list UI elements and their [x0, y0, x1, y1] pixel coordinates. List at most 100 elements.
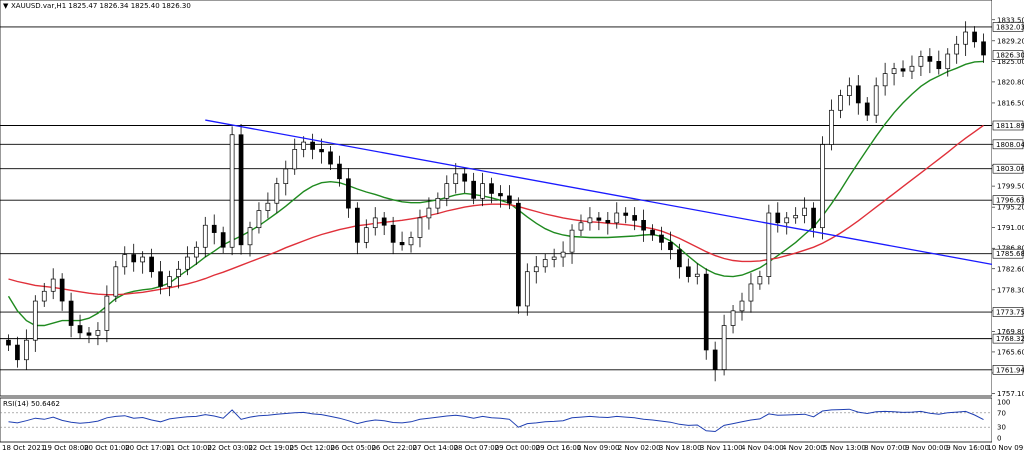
candle-body — [551, 256, 557, 260]
horizontal-levels-layer — [0, 26, 992, 371]
time-tick-label: 28 Oct 07:00 — [454, 444, 500, 452]
candle-body — [95, 330, 101, 336]
candles-layer — [6, 21, 986, 382]
price-tick-label: 1786.80 — [997, 245, 1024, 253]
candle-body — [363, 227, 369, 243]
candle-body — [694, 273, 700, 277]
candle-body — [775, 212, 781, 224]
candle-body — [569, 229, 575, 253]
time-tick-label: 21 Oct 10:00 — [166, 444, 212, 452]
candle-body — [32, 300, 38, 341]
candle-body — [542, 259, 548, 268]
candle-body — [274, 183, 280, 204]
candle-body — [77, 325, 83, 334]
candle-body — [426, 207, 432, 219]
current-price-label: 1826.30 — [996, 52, 1024, 60]
time-tick-label: 8 Nov 07:00 — [864, 444, 907, 452]
time-tick-label: 9 Nov 16:00 — [946, 444, 989, 452]
candle-body — [59, 278, 65, 302]
candle-body — [677, 249, 682, 268]
candle-body — [149, 256, 154, 273]
candle-body — [739, 300, 745, 312]
price-tick-label: 1820.80 — [997, 78, 1024, 86]
time-tick-label: 26 Oct 22:00 — [371, 444, 417, 452]
candle-body — [489, 183, 494, 194]
candle-body — [247, 227, 253, 246]
level-tag — [992, 195, 1024, 205]
candle-body — [6, 339, 11, 346]
rsi-line — [8, 408, 984, 433]
candle-body — [265, 202, 271, 211]
candle-body — [319, 149, 324, 153]
trendline-layer — [205, 119, 993, 266]
symbol-quote-label: XAUUSD.var,H1 1825.47 1826.34 1825.40 18… — [11, 2, 191, 10]
candle-body — [462, 173, 468, 182]
candle-body — [229, 134, 235, 248]
level-tag — [992, 120, 1024, 131]
time-tick-label: 19 Oct 08:00 — [43, 444, 89, 452]
candle-body — [820, 144, 825, 229]
candle-body — [864, 102, 870, 116]
candle-body — [158, 271, 163, 287]
candle-body — [703, 273, 709, 351]
level-tag — [992, 307, 1024, 317]
candle-body — [685, 266, 691, 277]
candle-body — [873, 85, 879, 116]
candle-body — [86, 332, 92, 336]
level-tag-label: 1768.32 — [996, 335, 1024, 343]
candle-body — [882, 73, 888, 87]
candle-body — [838, 95, 843, 111]
candle-body — [972, 31, 977, 43]
candle-body — [131, 254, 137, 263]
candle-body — [793, 215, 799, 219]
candle-body — [417, 217, 423, 238]
rsi-layer: 100 70 30 0 — [0, 399, 1010, 443]
candle-body — [927, 56, 933, 62]
candle-body — [176, 268, 181, 277]
candle-body — [41, 290, 47, 302]
candle-body — [328, 151, 333, 165]
time-tick-label: 22 Oct 19:00 — [248, 444, 294, 452]
candle-body — [202, 224, 208, 248]
price-axis-bg — [992, 0, 1024, 452]
triangle-down-icon[interactable]: ▼ — [3, 2, 9, 10]
level-tag-label: 1761.94 — [996, 366, 1024, 374]
time-tick-label: 25 Oct 12:00 — [289, 444, 335, 452]
candle-body — [524, 271, 530, 307]
candle-body — [748, 283, 754, 302]
candle-body — [596, 217, 602, 221]
candle-body — [480, 183, 485, 199]
candle-body — [909, 65, 915, 72]
trendline — [205, 119, 993, 266]
price-tick-label: 1782.60 — [997, 265, 1024, 273]
price-tick-label: 1833.50 — [997, 16, 1024, 24]
time-tick-label: 9 Nov 00:00 — [905, 444, 948, 452]
candle-body — [721, 325, 727, 370]
candle-body — [855, 85, 861, 104]
time-tick-label: 10 Nov 09:00 — [987, 444, 1024, 452]
candle-body — [50, 278, 56, 292]
price-tick-label: 1791.00 — [997, 224, 1024, 232]
price-tick-label: 1757.10 — [997, 390, 1024, 398]
candle-body — [614, 212, 620, 224]
level-tag — [992, 248, 1024, 259]
rsi-tick-label: 100 — [997, 399, 1010, 407]
time-tick-label: 3 Nov 11:00 — [700, 444, 743, 452]
candle-body — [650, 229, 655, 236]
candle-body — [372, 217, 378, 229]
price-tick-label: 1816.50 — [997, 99, 1024, 107]
candle-body — [211, 224, 217, 233]
candle-body — [167, 276, 172, 287]
time-tick-label: 20 Oct 01:00 — [84, 444, 130, 452]
candle-body — [390, 224, 396, 243]
candle-body — [936, 61, 942, 70]
price-tick-label: 1765.60 — [997, 348, 1024, 356]
time-tick-label: 26 Oct 05:00 — [330, 444, 376, 452]
level-tag — [992, 163, 1024, 174]
candle-body — [766, 212, 772, 277]
price-tick-label: 1829.20 — [997, 37, 1024, 45]
time-tick-label: 18 Oct 2021 — [2, 444, 45, 452]
time-tick-label: 29 Oct 00:00 — [495, 444, 541, 452]
